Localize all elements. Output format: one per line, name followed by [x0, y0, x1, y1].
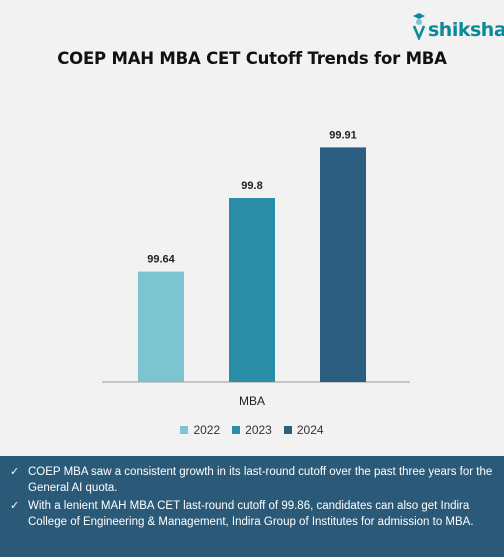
data-label-2022: 99.64 — [147, 254, 175, 266]
note-text: With a lenient MAH MBA CET last-round cu… — [28, 500, 474, 528]
legend-swatch — [232, 426, 241, 434]
graduate-cap-icon — [412, 13, 426, 40]
brand-name: shiksha — [428, 19, 504, 41]
data-label-2023: 99.8 — [241, 180, 262, 192]
legend-item-2022: 2022 — [180, 423, 220, 437]
note-text: COEP MBA saw a consistent growth in its … — [28, 466, 493, 494]
note-item: ✓ With a lenient MAH MBA CET last-round … — [10, 498, 494, 530]
legend-label: 2023 — [245, 423, 272, 437]
note-item: ✓ COEP MBA saw a consistent growth in it… — [10, 464, 494, 496]
check-icon: ✓ — [10, 500, 20, 512]
data-label-2024: 99.91 — [329, 129, 357, 141]
bar-chart: 99.64 99.8 99.91 MBA — [102, 129, 410, 408]
legend-item-2024: 2024 — [283, 423, 324, 437]
legend-swatch — [180, 426, 189, 434]
bar-2022 — [138, 271, 184, 382]
bar-2023 — [229, 198, 275, 382]
notes-panel: ✓ COEP MBA saw a consistent growth in it… — [0, 456, 504, 557]
legend-label: 2024 — [296, 423, 324, 437]
x-tick-label: MBA — [239, 394, 265, 408]
shiksha-logo: shiksha — [411, 10, 504, 40]
chart-title: COEP MAH MBA CET Cutoff Trends for MBA — [57, 49, 447, 68]
legend: 2022 2023 2024 — [0, 423, 504, 437]
check-icon: ✓ — [10, 466, 20, 478]
legend-item-2023: 2023 — [232, 423, 272, 437]
legend-swatch — [283, 426, 292, 434]
legend-label: 2022 — [193, 423, 221, 437]
bar-2024 — [320, 147, 366, 382]
